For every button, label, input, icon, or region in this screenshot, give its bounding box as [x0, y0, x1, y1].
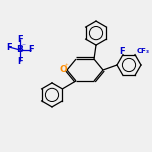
- Text: F: F: [17, 57, 23, 66]
- Text: B: B: [17, 45, 23, 55]
- Text: ⁻: ⁻: [21, 41, 26, 50]
- Text: CF₃: CF₃: [136, 48, 150, 54]
- Text: ⁺: ⁺: [64, 64, 68, 69]
- Text: F: F: [119, 47, 125, 56]
- Text: F: F: [6, 43, 12, 52]
- Text: F: F: [28, 45, 34, 55]
- Text: F: F: [17, 35, 23, 43]
- Text: O: O: [59, 66, 67, 74]
